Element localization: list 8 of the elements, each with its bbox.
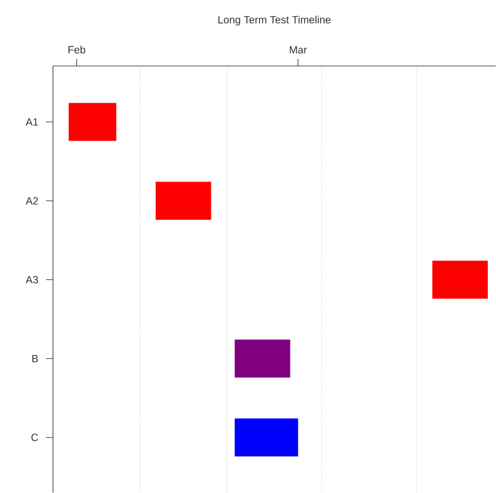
x-tick-label: Feb [68,46,86,54]
y-tick-label: A3 [26,276,38,284]
x-tick-label: Mar [290,46,307,54]
chart-title: Long Term Test Timeline [218,16,331,26]
y-tick-label: A1 [26,118,38,126]
y-tick-label: C [31,434,38,442]
y-tick-label: A2 [26,197,38,204]
y-tick-label: B [32,354,38,362]
